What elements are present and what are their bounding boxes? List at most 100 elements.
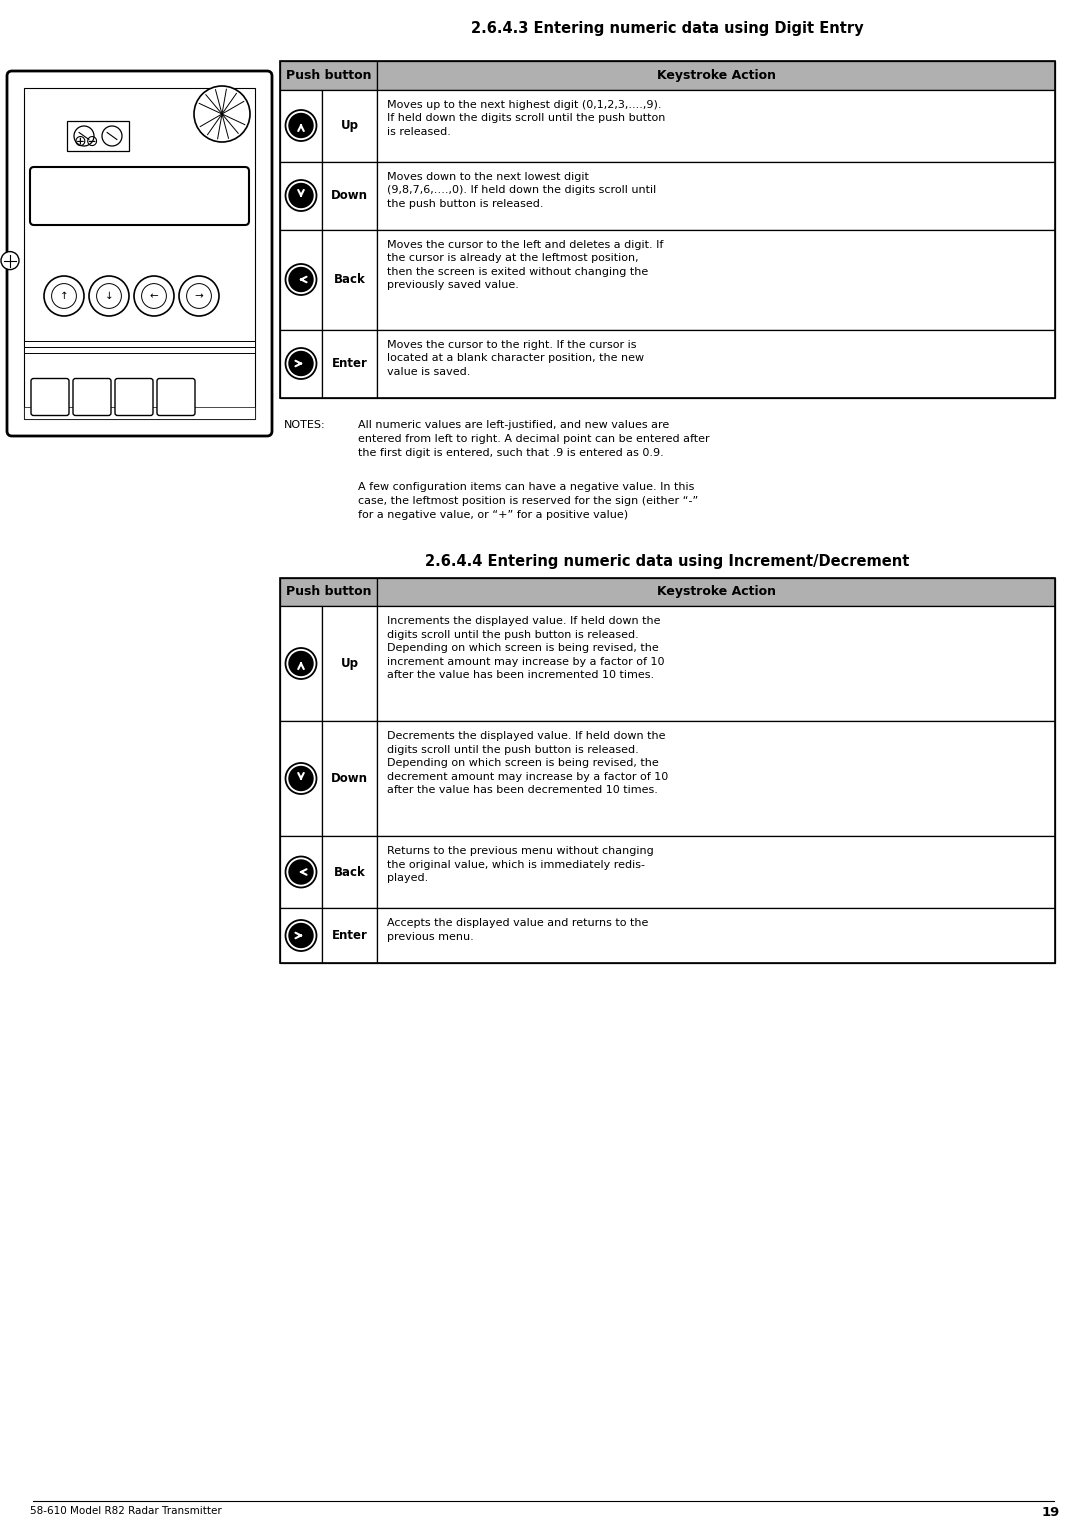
Text: →: → [195, 291, 203, 302]
Circle shape [74, 126, 93, 145]
Circle shape [288, 766, 314, 792]
Text: Moves the cursor to the right. If the cursor is
located at a blank character pos: Moves the cursor to the right. If the cu… [387, 340, 645, 377]
Circle shape [134, 276, 174, 315]
Bar [24, 407, 255, 419]
Bar [280, 721, 322, 836]
Circle shape [141, 283, 166, 308]
Bar [377, 606, 1055, 721]
Bar [280, 61, 1055, 398]
FancyBboxPatch shape [115, 378, 153, 415]
Bar [322, 721, 377, 836]
Text: 58-610 Model R82 Radar Transmitter: 58-610 Model R82 Radar Transmitter [30, 1507, 222, 1516]
Bar [24, 341, 255, 348]
Text: Moves up to the next highest digit (0,1,2,3,....,9).
If held down the digits scr: Moves up to the next highest digit (0,1,… [387, 100, 665, 136]
Circle shape [288, 351, 314, 377]
Circle shape [288, 859, 314, 885]
Circle shape [288, 923, 314, 948]
Bar [280, 908, 322, 963]
Bar [377, 61, 1055, 89]
Text: 19: 19 [1041, 1507, 1060, 1519]
Text: Moves down to the next lowest digit
(9,8,7,6,….,0). If held down the digits scro: Moves down to the next lowest digit (9,8… [387, 171, 657, 208]
Text: Down: Down [332, 188, 368, 202]
Circle shape [288, 182, 314, 208]
FancyBboxPatch shape [73, 378, 111, 415]
Text: Keystroke Action: Keystroke Action [657, 585, 775, 599]
Circle shape [288, 266, 314, 292]
Circle shape [286, 762, 316, 795]
Text: Accepts the displayed value and returns to the
previous menu.: Accepts the displayed value and returns … [387, 919, 648, 942]
Bar [377, 89, 1055, 161]
Bar [322, 89, 377, 161]
FancyBboxPatch shape [7, 70, 272, 436]
Text: Returns to the previous menu without changing
the original value, which is immed: Returns to the previous menu without cha… [387, 847, 653, 883]
Bar [280, 577, 1055, 963]
Text: All numeric values are left-justified, and new values are
entered from left to r: All numeric values are left-justified, a… [358, 419, 710, 458]
Text: Keystroke Action: Keystroke Action [657, 69, 775, 81]
Text: ↓: ↓ [104, 291, 113, 302]
FancyBboxPatch shape [30, 167, 249, 225]
Text: Enter: Enter [332, 929, 367, 942]
Circle shape [1, 251, 18, 269]
Circle shape [286, 648, 316, 680]
Circle shape [286, 856, 316, 888]
Text: 2.6.4.4 Entering numeric data using Increment/Decrement: 2.6.4.4 Entering numeric data using Incr… [425, 554, 910, 568]
Bar [280, 161, 322, 230]
Bar [24, 348, 255, 354]
Text: ←: ← [150, 291, 159, 302]
Circle shape [193, 86, 250, 142]
Bar [322, 908, 377, 963]
Bar [322, 836, 377, 908]
Text: NOTES:: NOTES: [284, 419, 326, 430]
Text: Decrements the displayed value. If held down the
digits scroll until the push bu: Decrements the displayed value. If held … [387, 730, 669, 796]
Text: Enter: Enter [332, 357, 367, 371]
FancyBboxPatch shape [32, 378, 68, 415]
Text: 2.6.4.3 Entering numeric data using Digit Entry: 2.6.4.3 Entering numeric data using Digi… [471, 21, 864, 37]
Circle shape [286, 263, 316, 295]
Circle shape [288, 113, 314, 138]
Bar [377, 329, 1055, 398]
Text: A few configuration items can have a negative value. In this
case, the leftmost : A few configuration items can have a neg… [358, 482, 698, 519]
Bar [377, 908, 1055, 963]
FancyBboxPatch shape [157, 378, 195, 415]
Text: Up: Up [340, 119, 359, 132]
Text: ↑: ↑ [60, 291, 68, 302]
Bar [280, 61, 377, 89]
Circle shape [187, 283, 211, 308]
Circle shape [89, 276, 129, 315]
Bar [280, 606, 322, 721]
Text: Down: Down [332, 772, 368, 785]
Text: Back: Back [334, 273, 365, 286]
Circle shape [286, 110, 316, 141]
Bar [280, 89, 322, 161]
Bar [280, 836, 322, 908]
Bar [322, 161, 377, 230]
Circle shape [286, 920, 316, 951]
Text: Increments the displayed value. If held down the
digits scroll until the push bu: Increments the displayed value. If held … [387, 615, 664, 680]
Bar [322, 606, 377, 721]
Bar [280, 577, 377, 606]
Bar [377, 161, 1055, 230]
Circle shape [286, 181, 316, 211]
Bar [322, 230, 377, 329]
Circle shape [97, 283, 122, 308]
Text: Up: Up [340, 657, 359, 671]
Bar [322, 329, 377, 398]
Bar [377, 721, 1055, 836]
Text: Push button: Push button [286, 585, 372, 599]
Text: Push button: Push button [286, 69, 372, 81]
Circle shape [288, 651, 314, 677]
Bar [24, 87, 255, 419]
Bar [67, 121, 129, 152]
Text: ⊕⊖: ⊕⊖ [74, 133, 100, 149]
Circle shape [102, 126, 122, 145]
Circle shape [179, 276, 218, 315]
Bar [280, 329, 322, 398]
Bar [377, 836, 1055, 908]
Circle shape [51, 283, 76, 308]
Bar [377, 230, 1055, 329]
Text: Moves the cursor to the left and deletes a digit. If
the cursor is already at th: Moves the cursor to the left and deletes… [387, 239, 663, 291]
Circle shape [43, 276, 84, 315]
Bar [280, 230, 322, 329]
Circle shape [286, 348, 316, 380]
Bar [377, 577, 1055, 606]
